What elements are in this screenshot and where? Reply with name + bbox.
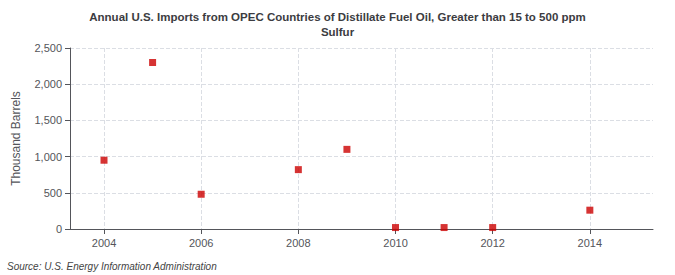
svg-text:2010: 2010 xyxy=(383,237,407,249)
svg-text:Sulfur: Sulfur xyxy=(321,26,355,38)
svg-text:2012: 2012 xyxy=(480,237,504,249)
svg-text:2,500: 2,500 xyxy=(34,42,62,54)
svg-text:Annual U.S. Imports from OPEC: Annual U.S. Imports from OPEC Countries … xyxy=(89,11,586,23)
svg-text:Source: U.S. Energy Informatio: Source: U.S. Energy Information Administ… xyxy=(7,261,217,272)
svg-text:0: 0 xyxy=(56,223,62,235)
svg-text:2008: 2008 xyxy=(286,237,310,249)
svg-text:2014: 2014 xyxy=(578,237,602,249)
svg-text:500: 500 xyxy=(44,187,62,199)
svg-text:2,000: 2,000 xyxy=(34,78,62,90)
svg-text:2006: 2006 xyxy=(189,237,213,249)
svg-text:2004: 2004 xyxy=(92,237,116,249)
svg-text:Thousand Barrels: Thousand Barrels xyxy=(9,91,23,186)
svg-text:1,500: 1,500 xyxy=(34,114,62,126)
svg-text:1,000: 1,000 xyxy=(34,151,62,163)
